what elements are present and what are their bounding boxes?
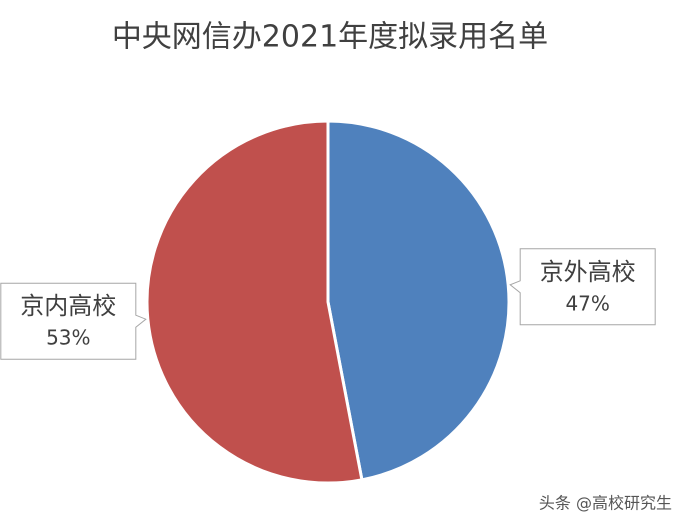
category-label: 京外高校 — [540, 258, 636, 286]
category-label: 京内高校 — [20, 292, 116, 320]
pie-slice — [145, 119, 364, 485]
watermark: 头条 @高校研究生 — [539, 494, 672, 513]
value-label: 53% — [46, 326, 90, 350]
chart-title: 中央网信办2021年度拟录用名单 — [112, 20, 548, 55]
callout-box — [0, 282, 147, 360]
value-label: 47% — [565, 291, 609, 315]
callout-box — [509, 248, 656, 326]
pie-slice — [326, 119, 511, 482]
